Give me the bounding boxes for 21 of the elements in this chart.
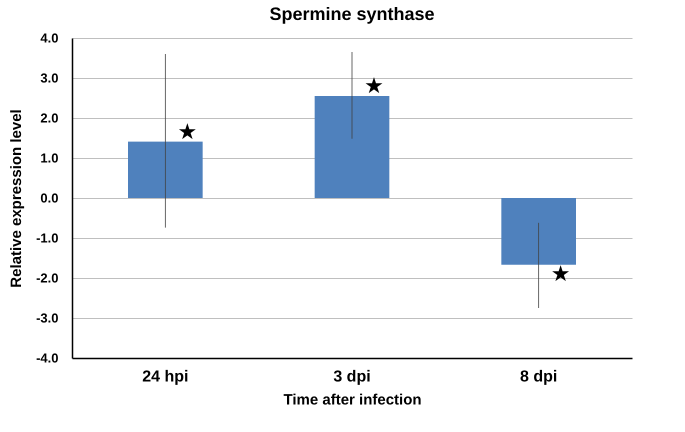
annotation: ★ bbox=[364, 74, 384, 99]
bar bbox=[128, 142, 203, 198]
x-tick-label: 24 hpi bbox=[142, 368, 188, 386]
bar bbox=[314, 96, 390, 198]
y-tick-label: 1.0 bbox=[40, 150, 58, 166]
y-tick-label: 0.0 bbox=[40, 190, 58, 206]
y-tick-label: 2.0 bbox=[40, 110, 58, 126]
y-tick-label: -1.0 bbox=[36, 230, 58, 246]
bar bbox=[501, 198, 576, 265]
annotation: ★ bbox=[177, 120, 198, 145]
x-tick-label: 3 dpi bbox=[333, 368, 371, 386]
y-axis-title: Relative expression level bbox=[8, 109, 26, 288]
x-tick-label: 8 dpi bbox=[520, 368, 558, 386]
annotation: ★ bbox=[550, 262, 571, 287]
y-tick-label: 4.0 bbox=[40, 30, 58, 46]
y-tick-label: -4.0 bbox=[36, 350, 58, 366]
x-axis-title: Time after infection bbox=[283, 392, 422, 408]
chart-title: Spermine synthase bbox=[269, 4, 435, 24]
y-tick-label: -2.0 bbox=[36, 270, 58, 286]
y-tick-label: 3.0 bbox=[40, 70, 58, 86]
y-tick-label: -3.0 bbox=[36, 310, 58, 326]
